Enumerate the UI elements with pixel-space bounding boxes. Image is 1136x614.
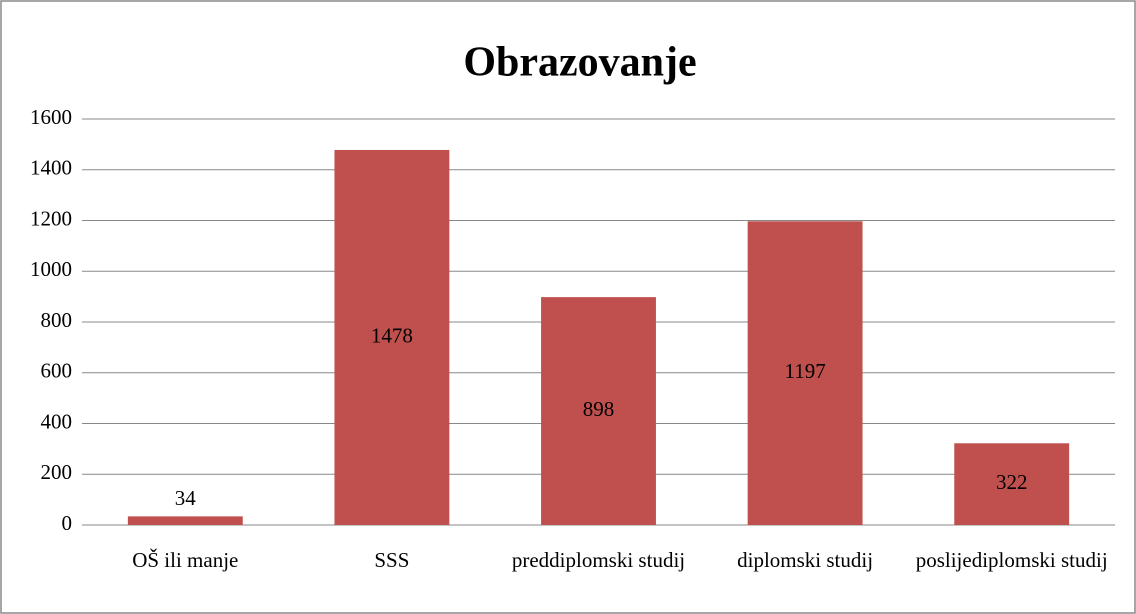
x-tick-label: OŠ ili manje: [132, 548, 239, 572]
x-tick-label: diplomski studij: [737, 548, 874, 572]
y-tick-label: 1600: [30, 105, 72, 129]
data-label: 34: [175, 486, 197, 510]
y-tick-label: 800: [41, 308, 73, 332]
bar: [747, 221, 863, 526]
y-tick-label: 400: [41, 409, 73, 433]
y-tick-label: 200: [41, 460, 73, 484]
data-label: 1197: [784, 359, 825, 383]
x-tick-label: SSS: [374, 548, 410, 572]
data-label: 898: [583, 397, 615, 421]
y-tick-label: 1200: [30, 206, 72, 230]
y-tick-label: 1000: [30, 257, 72, 281]
bar: [541, 297, 656, 525]
bar: [127, 516, 243, 525]
bar: [954, 443, 1070, 525]
y-tick-label: 1400: [30, 156, 72, 180]
y-tick-label: 600: [41, 359, 73, 383]
data-label: 1478: [371, 323, 413, 347]
chart-title: Obrazovanje: [463, 40, 696, 86]
bar: [334, 149, 450, 525]
x-tick-label: preddiplomski studij: [511, 548, 686, 572]
x-tick-label: poslijediplomski studij: [915, 548, 1108, 572]
y-tick-label: 0: [62, 511, 73, 535]
data-label: 322: [996, 470, 1028, 494]
